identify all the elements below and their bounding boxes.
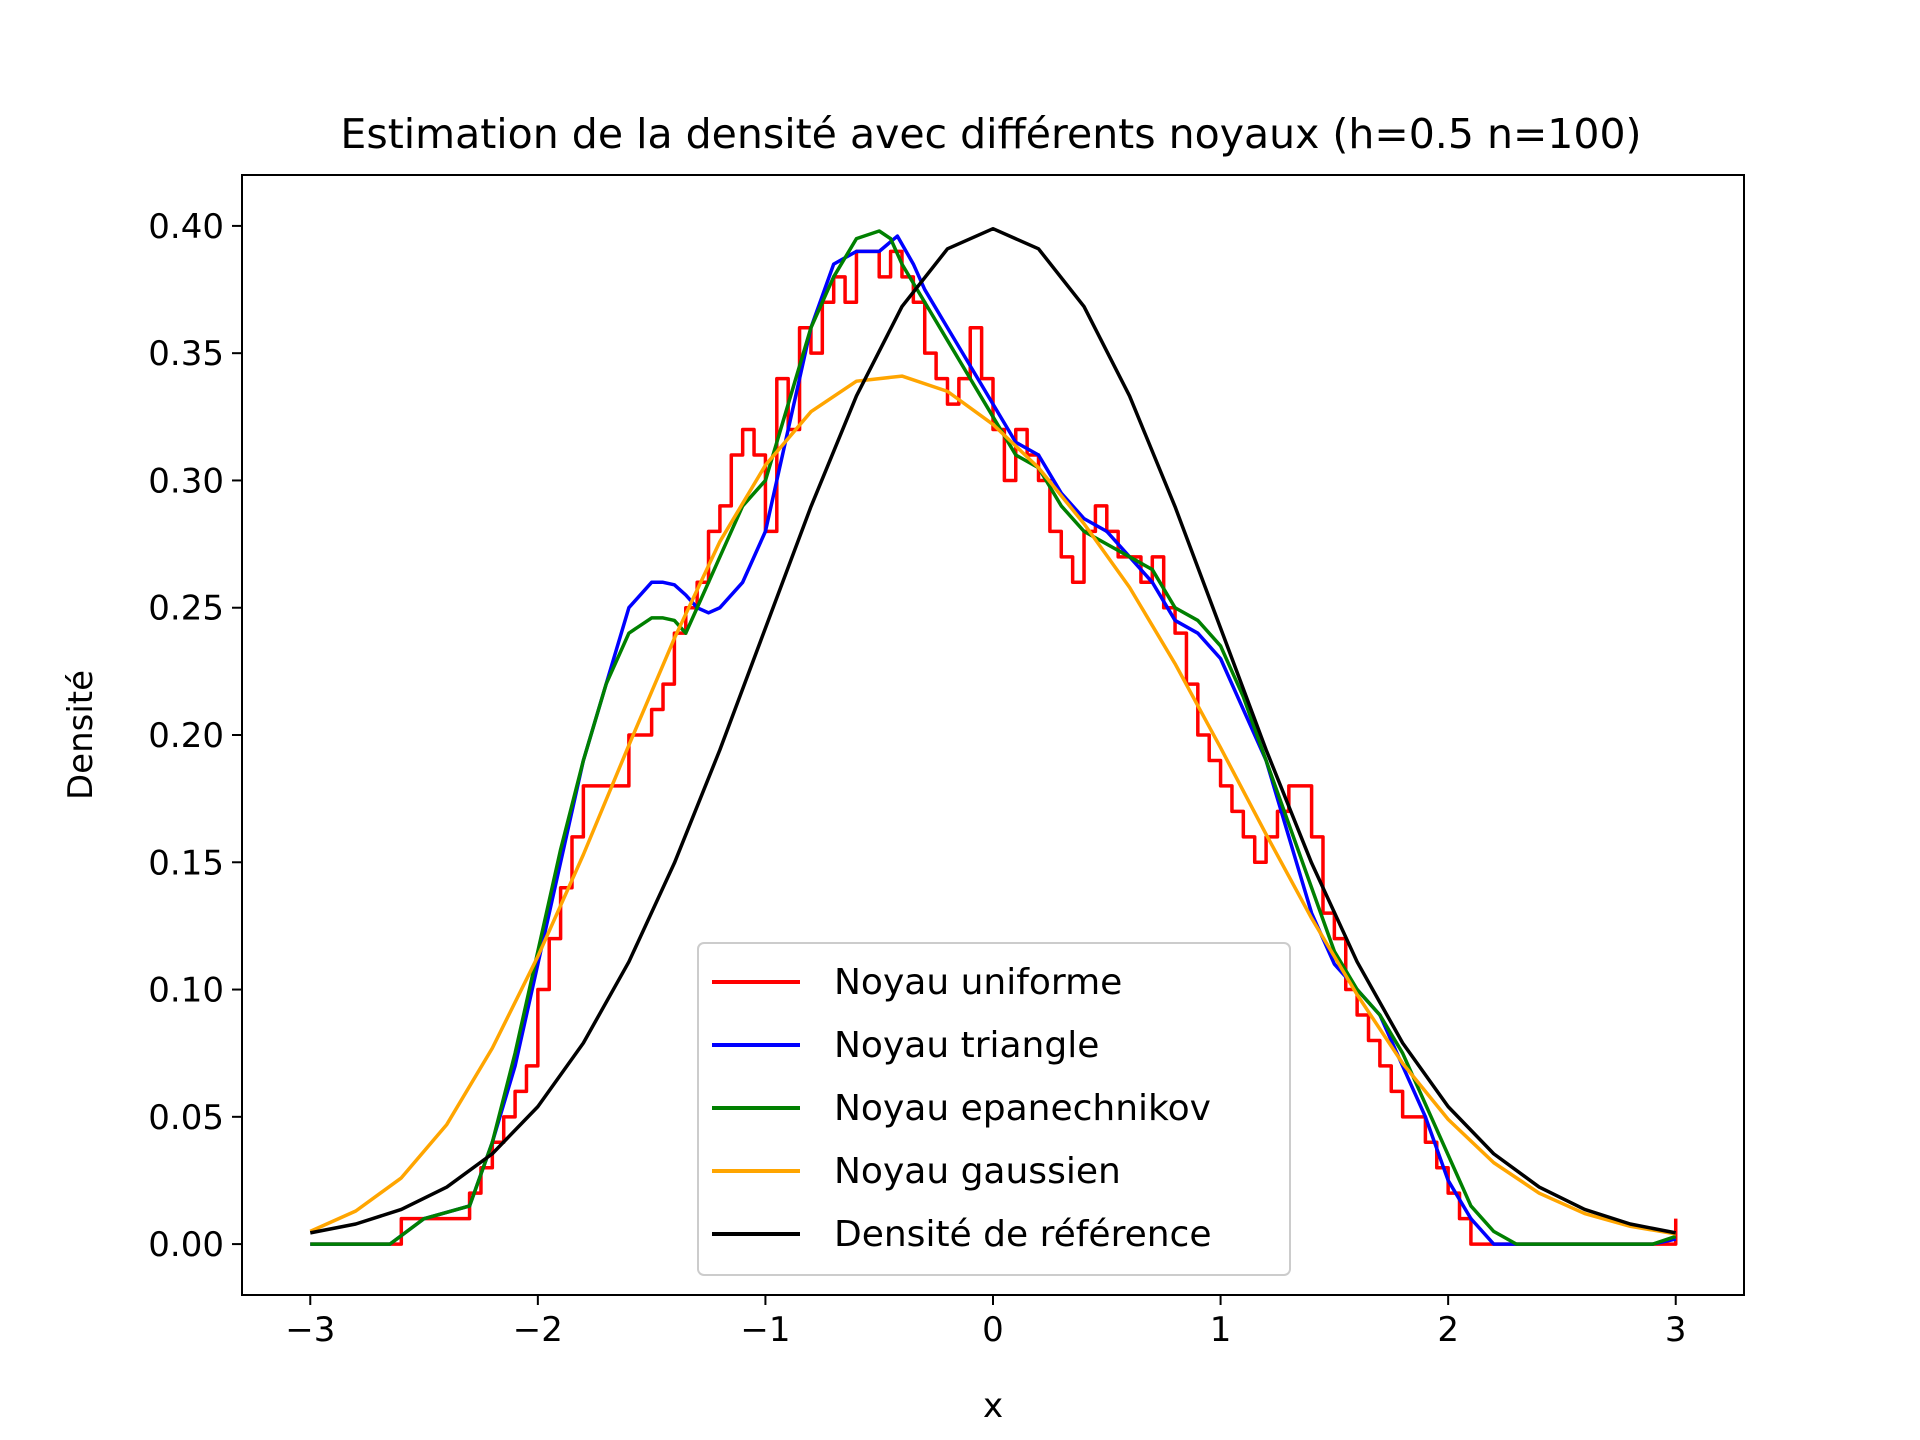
- legend-label: Noyau epanechnikov: [834, 1088, 1211, 1129]
- y-tick-label: 0.25: [148, 589, 224, 629]
- y-tick-label: 0.05: [148, 1098, 224, 1138]
- x-tick-label: −3: [285, 1310, 335, 1350]
- legend-box: [697, 942, 1291, 1276]
- legend-label: Densité de référence: [834, 1214, 1212, 1255]
- x-tick-label: −1: [740, 1310, 790, 1350]
- x-tick-label: 0: [982, 1310, 1004, 1350]
- y-tick-label: 0.35: [148, 334, 224, 374]
- y-tick-label: 0.15: [148, 843, 224, 883]
- x-tick-label: 3: [1665, 1310, 1687, 1350]
- legend-label: Noyau gaussien: [834, 1151, 1121, 1192]
- y-tick-label: 0.20: [148, 716, 224, 756]
- legend: Noyau uniforme Noyau triangle Noyau epanec…: [697, 942, 1291, 1276]
- series-line-noyau-epanechnikov: [310, 229, 1677, 1246]
- y-tick-label: 0.10: [148, 971, 224, 1011]
- y-axis-label: Densité: [61, 670, 101, 800]
- series-line-densite-de-reference: [309, 226, 1677, 1235]
- x-tick-label: 1: [1210, 1310, 1232, 1350]
- x-axis: −3 −2 −1 0 1 2 3: [285, 1295, 1687, 1350]
- legend-label: Noyau triangle: [834, 1025, 1099, 1066]
- series-group: [309, 226, 1678, 1246]
- y-tick-label: 0.00: [148, 1225, 224, 1265]
- x-tick-label: −2: [513, 1310, 563, 1350]
- y-tick-label: 0.30: [148, 461, 224, 501]
- y-tick-label: 0.40: [148, 207, 224, 247]
- series-line-noyau-uniforme: [310, 249, 1678, 1246]
- series-line-noyau-gaussien: [309, 374, 1677, 1236]
- x-tick-label: 2: [1437, 1310, 1459, 1350]
- legend-label: Noyau uniforme: [834, 962, 1122, 1003]
- y-axis: 0.00 0.05 0.10 0.15 0.20 0.25 0.30 0.35 0.40: [148, 207, 242, 1265]
- x-axis-label: x: [983, 1386, 1003, 1426]
- chart-title: Estimation de la densité avec différents…: [340, 110, 1641, 158]
